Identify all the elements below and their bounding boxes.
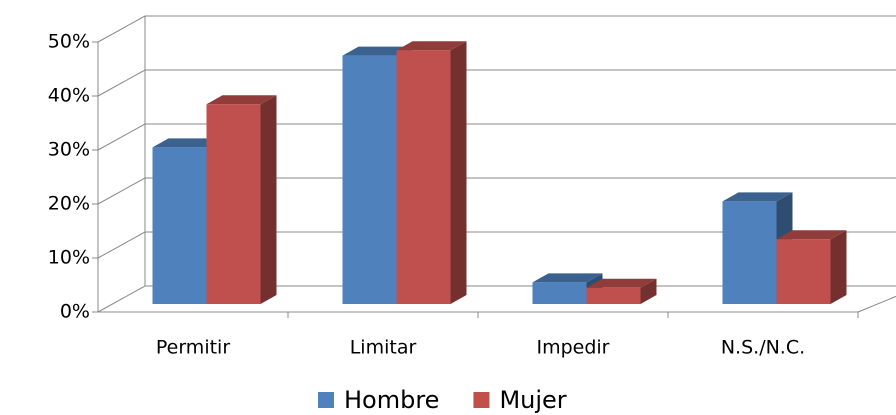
bar-side — [450, 41, 467, 304]
y-tick-label: 0% — [60, 301, 90, 323]
grid-line — [97, 123, 896, 151]
bar-top — [152, 138, 223, 148]
bar-top — [722, 192, 793, 202]
floor-edge — [857, 295, 896, 313]
legend-swatch — [318, 392, 334, 408]
bar-top — [206, 95, 277, 105]
x-tick-label: Impedir — [536, 337, 609, 359]
bar-top — [776, 230, 847, 240]
bar-side — [260, 95, 277, 304]
y-tick-label: 10% — [48, 247, 90, 269]
bar — [152, 147, 207, 304]
bar-side — [830, 230, 847, 304]
x-tick-label: Permitir — [156, 337, 230, 359]
y-tick-label: 20% — [48, 193, 90, 215]
y-tick-label: 40% — [48, 85, 90, 107]
x-tick-label: N.S./N.C. — [721, 337, 805, 359]
legend-swatch — [473, 392, 490, 408]
bar — [342, 55, 397, 304]
legend-label: Mujer — [499, 386, 566, 414]
bar — [532, 282, 587, 304]
bar — [776, 239, 831, 304]
bar — [396, 50, 451, 305]
grid-line — [97, 177, 896, 205]
bar-top — [396, 41, 467, 51]
bar — [722, 201, 777, 304]
x-tick-label: Limitar — [350, 337, 417, 359]
grid-line — [97, 231, 896, 259]
bar-side — [640, 278, 657, 304]
legend-label: Hombre — [344, 386, 439, 414]
bar-top — [586, 278, 657, 288]
bar-top — [532, 273, 603, 283]
bar — [206, 104, 261, 304]
bar — [586, 287, 641, 304]
y-tick-label: 50% — [48, 31, 90, 53]
bar-top — [342, 46, 413, 56]
grid-line — [97, 15, 896, 43]
grid-line — [97, 69, 896, 97]
y-tick-label: 30% — [48, 139, 90, 161]
